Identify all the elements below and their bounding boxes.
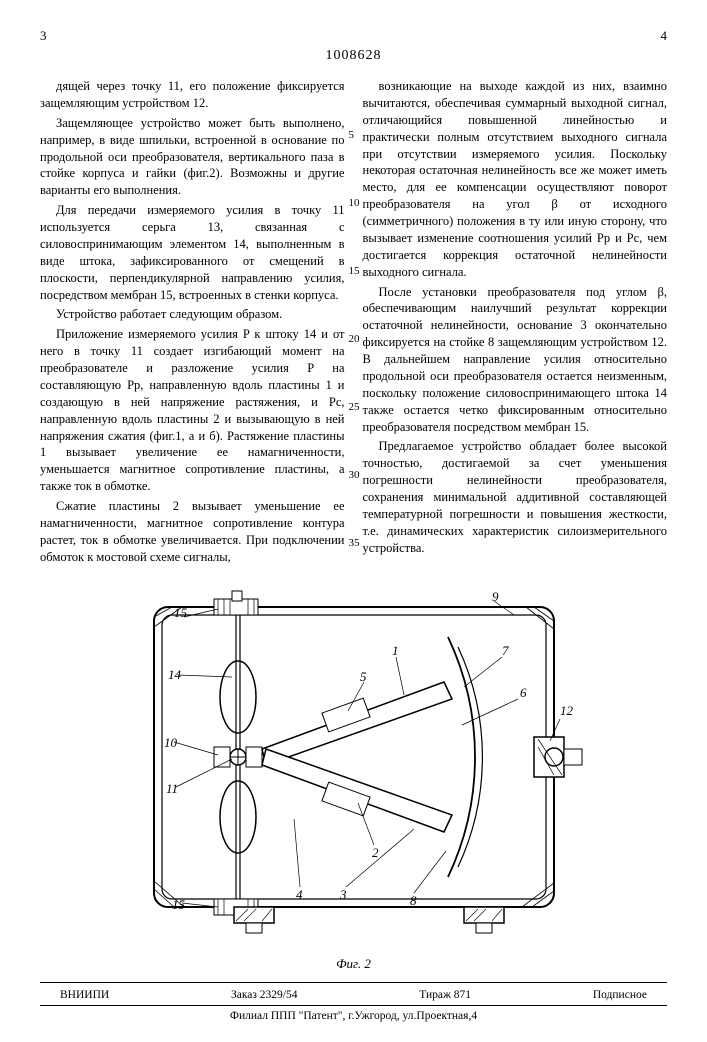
- right-column: 5 10 15 20 25 30 35 возникающие на выход…: [363, 78, 668, 569]
- footer-tirazh: Тираж 871: [419, 989, 471, 1001]
- fig-label: 5: [360, 669, 367, 684]
- para: дящей через точку 11, его положение фикс…: [40, 78, 345, 112]
- figure-caption: Фиг. 2: [40, 956, 667, 972]
- fig-label: 15: [172, 897, 186, 912]
- footer-order: Заказ 2329/54: [231, 989, 298, 1001]
- para: Устройство работает следующим образом.: [40, 306, 345, 323]
- footer-address: Филиал ППП "Патент", г.Ужгород, ул.Проек…: [40, 1005, 667, 1022]
- line-num: 20: [349, 332, 360, 347]
- para: возникающие на выходе каждой из них, вза…: [363, 78, 668, 281]
- para: Предлагаемое устройство обладает более в…: [363, 438, 668, 556]
- fig-label: 4: [296, 887, 303, 902]
- footer-sign: Подписное: [593, 989, 647, 1001]
- fig-label: 1: [392, 643, 399, 658]
- document-number: 1008628: [40, 48, 667, 64]
- fig-label: 14: [168, 667, 182, 682]
- page-num-right: 4: [661, 28, 668, 44]
- footer-org: ВНИИПИ: [60, 989, 109, 1001]
- figure-2: 15 14 10 11 4 15 9 1 5 2 3 8 7 6 12 Фиг.…: [40, 587, 667, 972]
- line-num: 15: [349, 264, 360, 279]
- figure-svg: 15 14 10 11 4 15 9 1 5 2 3 8 7 6 12: [114, 587, 594, 947]
- line-num: 5: [349, 128, 355, 143]
- para: Для передачи измеряемого усилия в точку …: [40, 202, 345, 303]
- line-num: 35: [349, 536, 360, 551]
- fig-label: 9: [492, 589, 499, 604]
- left-column: дящей через точку 11, его положение фикс…: [40, 78, 345, 569]
- page-num-left: 3: [40, 28, 47, 44]
- fig-label: 2: [372, 845, 379, 860]
- text-columns: дящей через точку 11, его положение фикс…: [40, 78, 667, 569]
- fig-label: 3: [339, 887, 347, 902]
- fig-label: 7: [502, 643, 509, 658]
- footer: ВНИИПИ Заказ 2329/54 Тираж 871 Подписное…: [40, 982, 667, 1022]
- fig-label: 8: [410, 893, 417, 908]
- para: Защемляющее устройство может быть выполн…: [40, 115, 345, 199]
- para: Сжатие пластины 2 вызывает уменьшение ее…: [40, 498, 345, 566]
- line-num: 30: [349, 468, 360, 483]
- para: Приложение измеряемого усилия P к штоку …: [40, 326, 345, 495]
- para: После установки преобразователя под угло…: [363, 284, 668, 436]
- fig-label: 12: [560, 703, 574, 718]
- fig-label: 15: [174, 605, 188, 620]
- line-num: 25: [349, 400, 360, 415]
- fig-label: 6: [520, 685, 527, 700]
- line-num: 10: [349, 196, 360, 211]
- fig-label: 11: [166, 781, 178, 796]
- fig-label: 10: [164, 735, 178, 750]
